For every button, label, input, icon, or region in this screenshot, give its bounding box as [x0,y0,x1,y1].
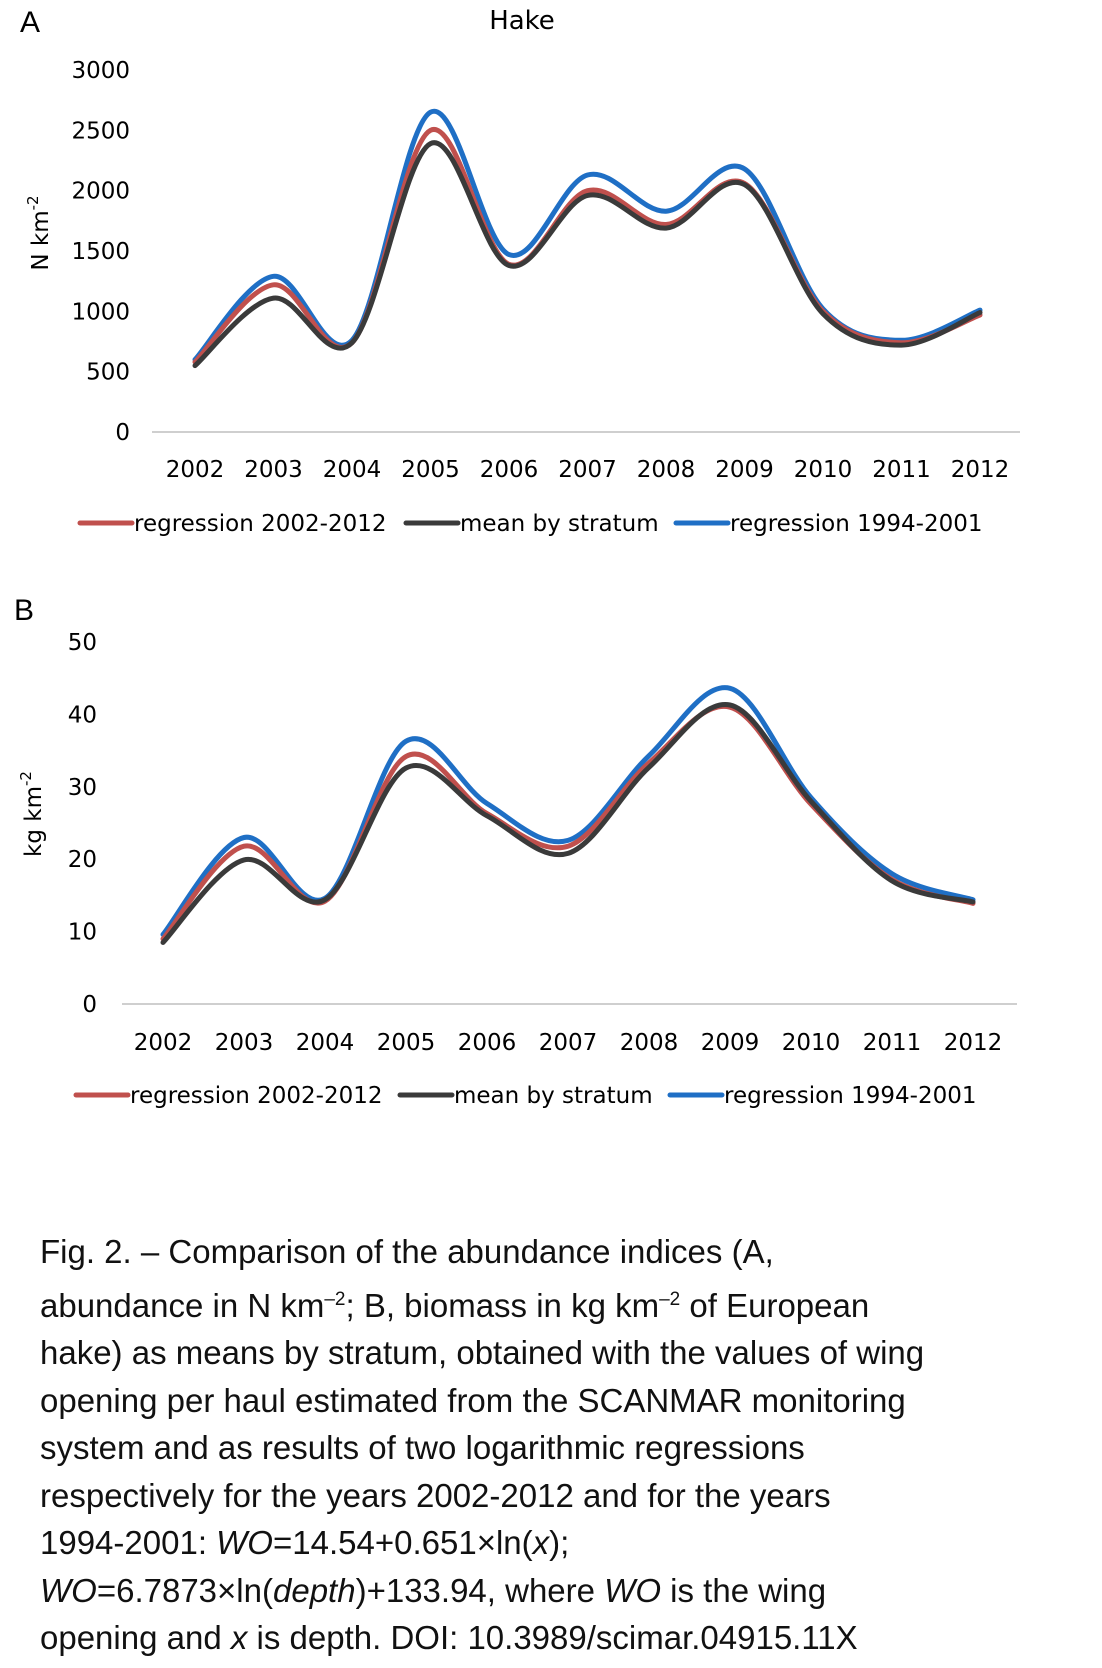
chart-b-series-line-1 [160,702,976,945]
panel-label-b: B [14,594,35,627]
chart-panel-b: B Hakekg km-2010203040502002200320042005… [0,578,1102,1207]
figure-caption: Fig. 2. – Comparison of the abundance in… [40,1228,1090,1662]
chart-a-x-tick-label: 2012 [951,457,1010,483]
chart-a-x-tick-label: 2004 [323,457,382,483]
caption-text-segment: depth [272,1571,356,1609]
chart-b-x-tick-label: 2006 [458,1030,517,1056]
chart-a-y-tick-label: 2000 [71,179,130,205]
caption-line: Fig. 2. – Comparison of the abundance in… [40,1228,1090,1276]
caption-line: 1994-2001: WO=14.54+0.651×ln(x); [40,1519,1090,1567]
caption-text-segment: x [532,1524,550,1561]
chart-a-svg: Hake N km-2 0 500 1000 1500 2000 2500 3000 2002 20… [24,6,1020,537]
chart-a-title: Hake [489,6,555,36]
caption-text-segment: WO [40,1571,97,1609]
caption-text-segment: opening per haul estimated from the SCAN… [40,1381,906,1419]
caption-text-segment: 1994-2001: [40,1524,217,1561]
chart-a-y-tick-label: 0 [115,420,130,446]
chart-b-svg: Hakekg km-201020304050200220032004200520… [17,578,1017,1109]
caption-text-segment: ); [549,1524,570,1561]
chart-a-x-tick-label: 2010 [794,457,853,483]
chart-a-x-tick-label: 2007 [558,457,617,483]
panel-label-a: A [20,6,41,39]
chart-b-legend-label-2: regression 1994-2001 [724,1083,976,1109]
caption-line: system and as results of two logarithmic… [40,1424,1090,1472]
chart-a-y-tick-label: 1500 [71,239,130,265]
caption-text-segment: x [230,1619,248,1656]
chart-a-y-tick-label: 2500 [71,118,130,144]
chart-b-x-tick-label: 2012 [944,1030,1003,1056]
chart-panel-a: A Hake N km-2 0 500 1000 1500 2000 2500 3000 2002… [0,0,1102,600]
caption-text-segment: abundance in N km [40,1286,325,1324]
chart-b-x-tick-label: 2002 [134,1030,193,1056]
caption-line: abundance in N km–2; B, biomass in kg km… [40,1276,1090,1330]
chart-b-y-tick-label: 10 [68,920,97,946]
chart-b-y-tick-label: 30 [68,775,97,801]
chart-b-x-tick-label: 2007 [539,1030,598,1056]
chart-a-y-tick-label: 500 [86,360,130,386]
chart-b-x-tick-label: 2011 [863,1030,922,1056]
caption-line: WO=6.7873×ln(depth)+133.94, where WO is … [40,1567,1090,1615]
chart-b-y-tick-label: 20 [68,847,97,873]
chart-a-x-tick-label: 2003 [244,457,303,483]
chart-b-x-tick-label: 2003 [215,1030,274,1056]
chart-b-x-tick-label: 2008 [620,1030,679,1056]
caption-line: respectively for the years 2002-2012 and… [40,1472,1090,1520]
chart-a-legend-label-2: regression 1994-2001 [730,511,982,537]
chart-b-legend-label-0: regression 2002-2012 [130,1083,382,1109]
chart-a-x-tick-label: 2009 [715,457,774,483]
caption-text-segment: opening and [40,1619,231,1656]
caption-text-segment: –2 [324,1288,346,1310]
chart-a-series-line-1 [192,140,983,369]
chart-b-series-line-2 [160,685,976,937]
caption-text-segment: Fig. 2. – Comparison of the abundance in… [40,1233,774,1270]
caption-text-segment: hake) as means by stratum, obtained with… [40,1334,925,1371]
caption-text-segment: is depth. DOI: 10.3989/scimar.04915.11X [247,1619,858,1656]
caption-text-segment: ; B, biomass in kg km [345,1286,660,1324]
chart-a-x-tick-label: 2002 [166,457,225,483]
caption-text-segment: is the wing [661,1571,827,1609]
chart-b-y-tick-label: 0 [82,992,97,1018]
caption-line: opening per haul estimated from the SCAN… [40,1377,1090,1425]
chart-a-x-tick-label: 2011 [872,457,931,483]
chart-b-series-line-0 [160,703,976,942]
chart-a-legend-label-0: regression 2002-2012 [134,511,386,537]
chart-b-y-tick-label: 50 [68,630,97,656]
caption-text-segment: respectively for the years 2002-2012 and… [40,1476,831,1514]
caption-text-segment: –2 [659,1288,681,1310]
chart-a-y-tick-label: 3000 [71,58,130,84]
chart-b-x-tick-label: 2010 [782,1030,841,1056]
chart-b-x-tick-label: 2005 [377,1030,436,1056]
chart-b-legend-label-1: mean by stratum [454,1083,653,1109]
chart-b-x-tick-label: 2009 [701,1030,760,1056]
caption-text-segment: WO [604,1571,661,1609]
chart-a-x-tick-label: 2006 [480,457,539,483]
caption-text-segment: system and as results of two logarithmic… [40,1429,805,1466]
chart-a-x-tick-label: 2005 [401,457,460,483]
chart-b-y-tick-label: 40 [68,702,97,728]
caption-line: hake) as means by stratum, obtained with… [40,1329,1090,1377]
chart-b-x-tick-label: 2004 [296,1030,355,1056]
chart-a-y-axis-label: N km-2 [24,195,54,270]
caption-text-segment: of European [680,1286,870,1324]
caption-text-segment: WO [216,1524,273,1561]
chart-a-y-tick-label: 1000 [71,299,130,325]
caption-line: opening and x is depth. DOI: 10.3989/sci… [40,1614,1090,1662]
chart-a-x-tick-label: 2008 [637,457,696,483]
caption-text-segment: =14.54+0.651×ln( [272,1524,533,1561]
caption-text-segment: )+133.94, where [355,1571,605,1609]
chart-b-y-axis-label: kg km-2 [17,771,47,857]
caption-text-segment: =6.7873×ln( [96,1571,273,1609]
chart-a-legend-label-1: mean by stratum [460,511,659,537]
